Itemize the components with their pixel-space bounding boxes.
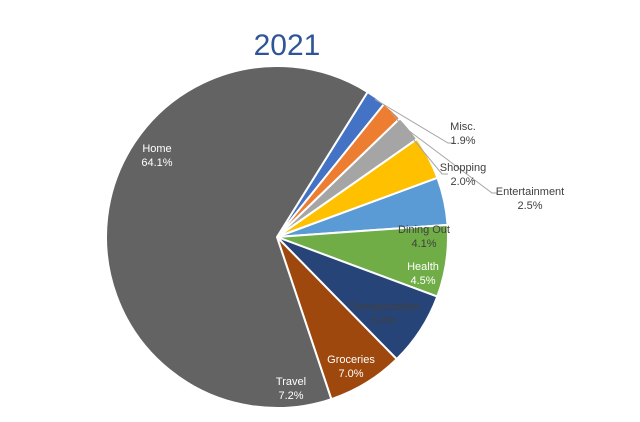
slice-label-misc: Misc. bbox=[450, 121, 476, 133]
slice-value-shopping: 2.0% bbox=[450, 176, 475, 188]
slice-label-groceries: Groceries bbox=[327, 354, 375, 366]
leader-line bbox=[407, 129, 498, 194]
slice-value-groceries: 7.0% bbox=[338, 368, 363, 380]
leader-line bbox=[390, 111, 448, 175]
slice-value-health: 4.5% bbox=[410, 275, 435, 287]
slice-label-dining-out: Dining Out bbox=[398, 224, 450, 236]
slice-value-travel: 7.2% bbox=[278, 390, 303, 402]
slice-label-health: Health bbox=[407, 261, 439, 273]
slice-label-shopping: Shopping bbox=[440, 162, 487, 174]
chart-title: 2021 bbox=[254, 29, 321, 62]
slice-label-home: Home bbox=[142, 143, 171, 155]
slice-value-dining-out: 4.1% bbox=[411, 238, 436, 250]
slice-label-entertainment: Entertainment bbox=[496, 186, 564, 198]
slice-label-travel: Travel bbox=[276, 376, 306, 388]
slice-value-transportation: 6.8% bbox=[371, 315, 396, 327]
slice-label-transportation: Transportation bbox=[349, 301, 420, 313]
leader-line bbox=[374, 98, 454, 144]
slice-value-misc: 1.9% bbox=[450, 135, 475, 147]
slice-value-entertainment: 2.5% bbox=[517, 200, 542, 212]
slice-value-home: 64.1% bbox=[141, 157, 172, 169]
pie-slice-home bbox=[105, 65, 369, 409]
